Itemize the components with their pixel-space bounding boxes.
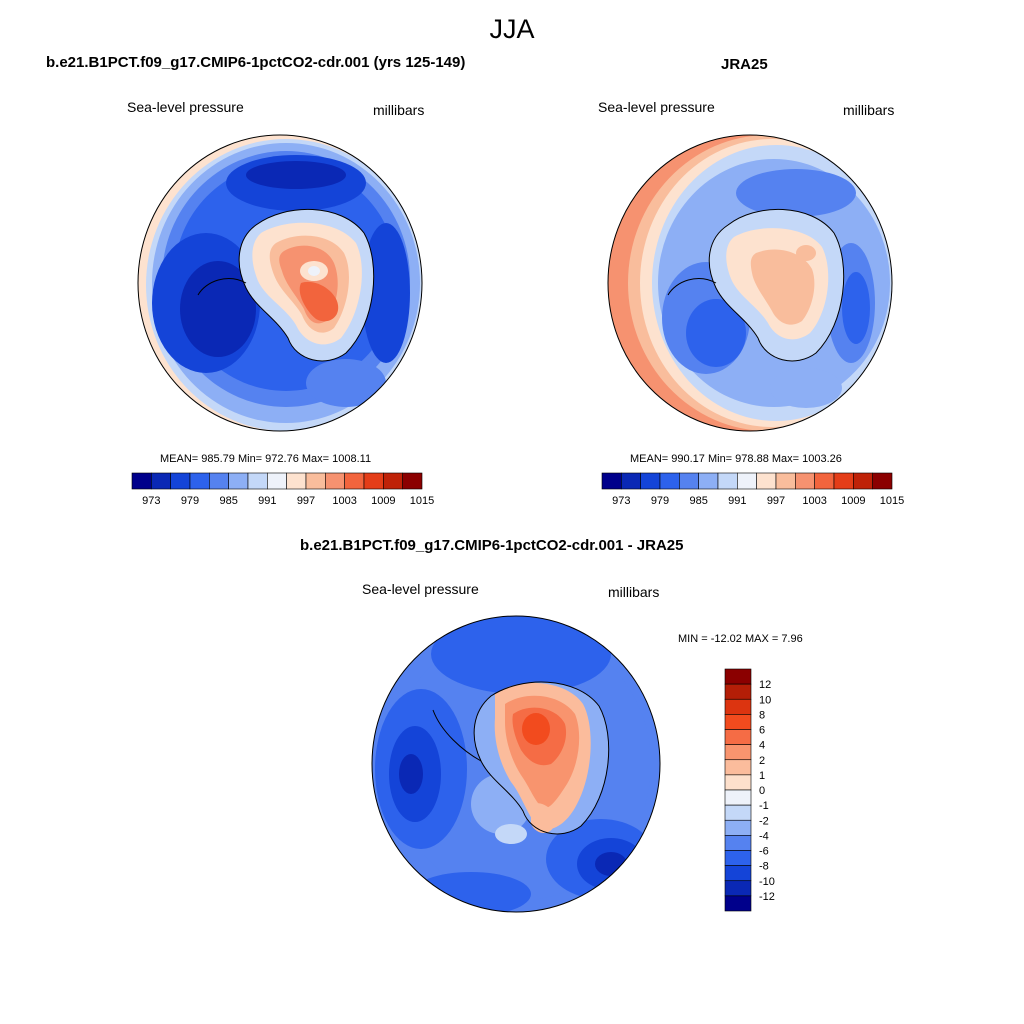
panel-1-colorbar-swatch bbox=[189, 472, 210, 490]
panel-1-colorbar-tick-label: 997 bbox=[297, 495, 315, 507]
panel-1-colorbar-swatch bbox=[286, 472, 307, 490]
panel-3-colorbar-tick-label: 8 bbox=[759, 709, 765, 721]
panel-3-colorbar-tick-label: -12 bbox=[759, 891, 775, 903]
panel-2-colorbar-tick-label: 997 bbox=[767, 495, 785, 507]
panel-2-colorbar-tick-label: 991 bbox=[728, 495, 746, 507]
panel-2-colorbar-swatch bbox=[872, 472, 893, 490]
panel-1-colorbar-swatch bbox=[383, 472, 403, 490]
panel-2-colorbar-swatch bbox=[756, 472, 777, 490]
panel-2-colorbar-tick-label: 985 bbox=[689, 495, 707, 507]
panel-2-colorbar-swatch bbox=[698, 472, 719, 490]
panel-3-colorbar-swatch bbox=[724, 729, 752, 745]
panel-1-colorbar-tick-label: 1003 bbox=[332, 495, 356, 507]
panel-3-colorbar-swatch bbox=[724, 819, 752, 836]
panel-1-stats: MEAN= 985.79 Min= 972.76 Max= 1008.11 bbox=[160, 453, 372, 465]
panel-3-title: b.e21.B1PCT.f09_g17.CMIP6-1pctCO2-cdr.00… bbox=[300, 537, 684, 554]
panel-3-colorbar-tick-label: -4 bbox=[759, 830, 769, 842]
panel-1-colorbar-swatch bbox=[247, 472, 268, 490]
panel-1-units-label: millibars bbox=[373, 102, 425, 118]
panel-1-colorbar-swatch bbox=[305, 472, 326, 490]
panel-2-colorbar-swatch bbox=[795, 472, 815, 490]
panel-3-colorbar-swatch bbox=[724, 714, 752, 730]
panel-1-variable-label: Sea-level pressure bbox=[127, 99, 244, 115]
panel-1-colorbar-swatch bbox=[151, 472, 171, 490]
panel-1-colorbar-tick-label: 1015 bbox=[410, 495, 434, 507]
panel-2-stats: MEAN= 990.17 Min= 978.88 Max= 1003.26 bbox=[630, 453, 842, 465]
panel-2-colorbar-swatch bbox=[737, 472, 757, 490]
figure-title: JJA bbox=[489, 14, 535, 44]
panel-2-map bbox=[607, 134, 893, 432]
panel-1-title: b.e21.B1PCT.f09_g17.CMIP6-1pctCO2-cdr.00… bbox=[46, 54, 466, 71]
panel-3-colorbar-tick-label: 1 bbox=[759, 770, 765, 782]
panel-2-colorbar-tick-label: 1009 bbox=[841, 495, 865, 507]
panel-2-colorbar-tick-label: 1015 bbox=[880, 495, 904, 507]
panel-3-colorbar-swatch bbox=[724, 850, 752, 866]
panel-1-colorbar-tick-label: 979 bbox=[181, 495, 199, 507]
panel-2-units-label: millibars bbox=[843, 102, 895, 118]
panel-2-colorbar-tick-label: 973 bbox=[612, 495, 630, 507]
panel-3-colorbar-tick-label: -1 bbox=[759, 800, 769, 812]
panel-2-colorbar-swatch bbox=[601, 472, 622, 490]
panel-3-colorbar-swatch bbox=[724, 895, 752, 912]
panel-3-colorbar-swatch bbox=[724, 789, 752, 806]
panel-1-colorbar-tick-label: 1009 bbox=[371, 495, 395, 507]
panel-1-colorbar-swatch bbox=[267, 472, 287, 490]
panel-2-colorbar-tick-label: 1003 bbox=[802, 495, 826, 507]
panel-3-colorbar-swatch bbox=[724, 668, 752, 685]
panel-3-colorbar-swatch bbox=[724, 744, 752, 761]
panel-2-colorbar-swatch bbox=[621, 472, 641, 490]
panel-3-colorbar-tick-label: -10 bbox=[759, 876, 775, 888]
panel-3-colorbar-tick-label: 12 bbox=[759, 679, 771, 691]
panel-2-colorbar-swatch bbox=[640, 472, 661, 490]
panel-1-colorbar-swatch bbox=[209, 472, 229, 490]
panel-2-variable-label: Sea-level pressure bbox=[598, 99, 715, 115]
panel-2-colorbar-tick-label: 979 bbox=[651, 495, 669, 507]
panel-1-colorbar-swatch bbox=[363, 472, 384, 490]
panel-3-colorbar-tick-label: -8 bbox=[759, 861, 769, 873]
panel-3-colorbar-tick-label: 10 bbox=[759, 694, 771, 706]
panel-2-colorbar-swatch bbox=[833, 472, 854, 490]
panel-3-stats: MIN = -12.02 MAX = 7.96 bbox=[678, 633, 803, 645]
panel-3-colorbar-swatch bbox=[724, 698, 752, 715]
panel-1-colorbar-swatch bbox=[131, 472, 152, 490]
panel-2-colorbar-swatch bbox=[679, 472, 699, 490]
panel-2-colorbar-swatch bbox=[659, 472, 680, 490]
panel-2-title: JRA25 bbox=[721, 56, 768, 73]
panel-2-colorbar-swatch bbox=[775, 472, 796, 490]
panel-3-colorbar-swatch bbox=[724, 774, 752, 791]
panel-3-colorbar-tick-label: 0 bbox=[759, 785, 765, 797]
panel-3-map bbox=[371, 615, 661, 913]
panel-1-colorbar-tick-label: 985 bbox=[219, 495, 237, 507]
panel-3-colorbar-swatch bbox=[724, 880, 752, 897]
panel-3-colorbar-swatch bbox=[724, 759, 752, 776]
panel-1-map bbox=[137, 134, 423, 432]
panel-3-colorbar-tick-label: 6 bbox=[759, 725, 765, 737]
panel-3-colorbar-swatch bbox=[724, 804, 752, 821]
panel-3-variable-label: Sea-level pressure bbox=[362, 581, 479, 597]
panel-2-colorbar-swatch bbox=[853, 472, 873, 490]
panel-3-colorbar-tick-label: 4 bbox=[759, 740, 765, 752]
panel-2-colorbar-swatch bbox=[717, 472, 738, 490]
panel-1-colorbar-swatch bbox=[402, 472, 423, 490]
panel-3-colorbar-swatch bbox=[724, 865, 752, 882]
panel-1-colorbar-swatch bbox=[228, 472, 249, 490]
panel-3-colorbar-tick-label: 2 bbox=[759, 755, 765, 767]
panel-1-colorbar-tick-label: 973 bbox=[142, 495, 160, 507]
panel-3-colorbar-swatch bbox=[724, 683, 752, 700]
panel-2-colorbar: 973 979 985 991 997 1003 1009 1015 bbox=[601, 472, 904, 507]
panel-1-colorbar-swatch bbox=[325, 472, 345, 490]
panel-3-colorbar-tick-label: -2 bbox=[759, 815, 769, 827]
panel-3-units-label: millibars bbox=[608, 584, 660, 600]
panel-3-colorbar-swatch bbox=[724, 835, 752, 851]
panel-3-colorbar-tick-label: -6 bbox=[759, 846, 769, 858]
panel-2-colorbar-swatch bbox=[814, 472, 835, 490]
panel-1-colorbar-tick-label: 991 bbox=[258, 495, 276, 507]
panel-1-colorbar-swatch bbox=[344, 472, 365, 490]
panel-1-colorbar-swatch bbox=[170, 472, 191, 490]
panel-1-colorbar: 973 979 985 991 997 1003 1009 1015 bbox=[131, 472, 434, 507]
